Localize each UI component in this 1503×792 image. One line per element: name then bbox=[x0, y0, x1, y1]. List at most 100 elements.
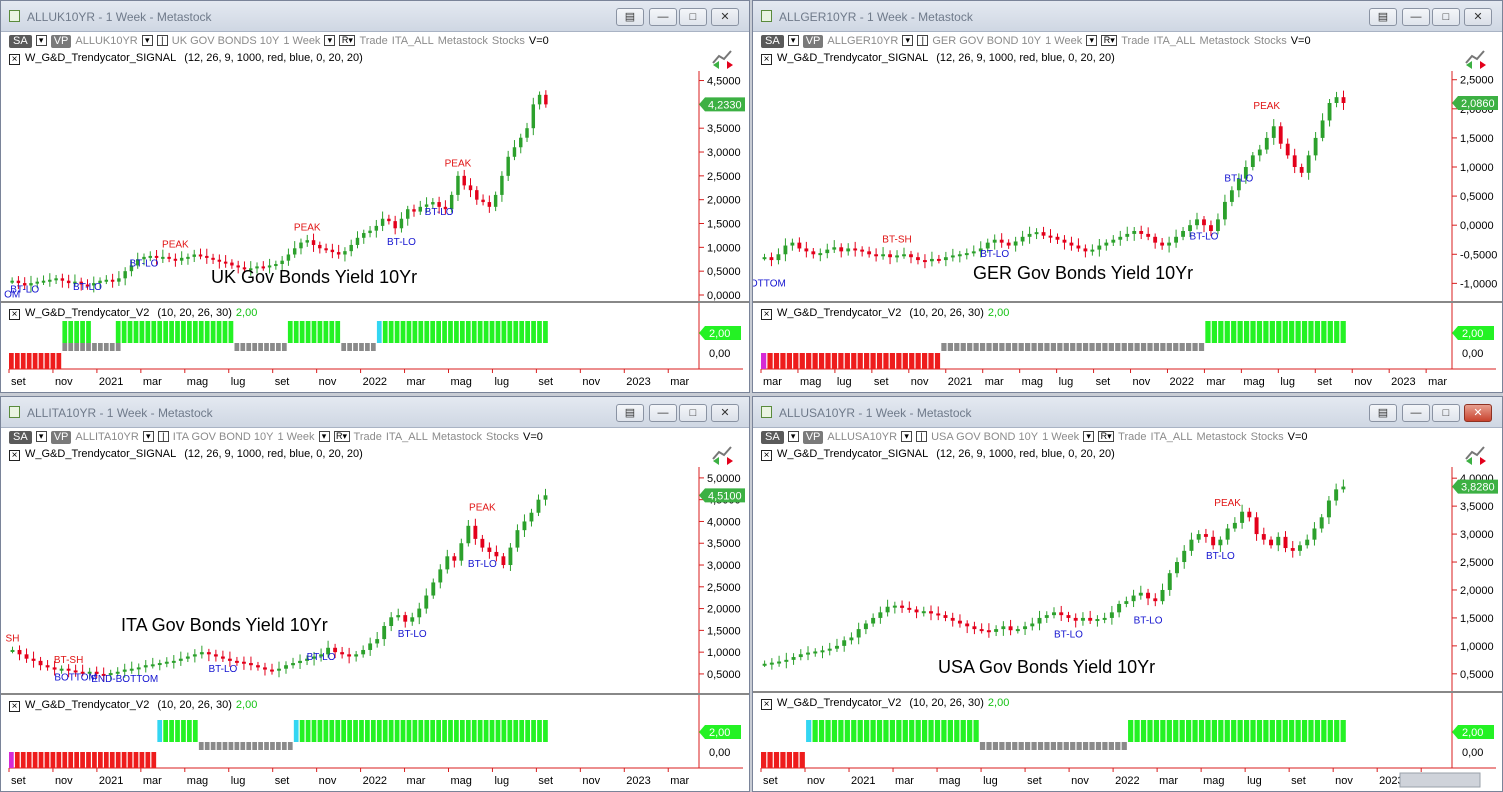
vp-toggle[interactable]: VP bbox=[802, 431, 824, 444]
v2-indicator-line[interactable]: × W_G&D_Trendycator_V2 (10, 20, 26, 30) 2,0… bbox=[9, 699, 257, 712]
maximize-button[interactable]: □ bbox=[1432, 8, 1460, 26]
signal-bar bbox=[1205, 720, 1211, 742]
chart-window-ita[interactable]: ALLITA10YR - 1 Week - Metastock ▤ — □ ✕ SA ▾ VP… bbox=[0, 396, 750, 792]
remove-indicator-icon[interactable]: × bbox=[761, 309, 772, 320]
periodicity-field[interactable]: 1 Week bbox=[1042, 431, 1080, 443]
properties-button[interactable]: ▤ bbox=[1369, 404, 1397, 422]
pane-separator[interactable] bbox=[1, 301, 749, 303]
close-button[interactable]: ✕ bbox=[711, 8, 739, 26]
symbol-dropdown-icon[interactable]: ▾ bbox=[901, 431, 913, 442]
close-button[interactable]: ✕ bbox=[1464, 404, 1492, 422]
signal-bar bbox=[157, 720, 163, 742]
instrument-icon[interactable]: | bbox=[156, 35, 168, 46]
symbol-dropdown-icon[interactable]: ▾ bbox=[902, 35, 914, 46]
vp-toggle[interactable]: VP bbox=[50, 431, 72, 444]
v2-indicator-line[interactable]: × W_G&D_Trendycator_V2 (10, 20, 26, 30) 2,0… bbox=[761, 697, 1009, 710]
candle-body bbox=[1290, 548, 1295, 551]
security-selector[interactable]: SA bbox=[9, 35, 32, 48]
security-selector[interactable]: SA bbox=[9, 431, 32, 444]
close-button[interactable]: ✕ bbox=[711, 404, 739, 422]
pane-separator[interactable] bbox=[753, 691, 1502, 693]
remove-indicator-icon[interactable]: × bbox=[761, 54, 772, 65]
signal-bar bbox=[1063, 343, 1069, 351]
r-selector[interactable]: R▾ bbox=[339, 35, 356, 46]
candle-body bbox=[881, 254, 886, 257]
title-bar[interactable]: ALLGER10YR - 1 Week - Metastock ▤ — □ ✕ bbox=[753, 1, 1502, 32]
pane-separator[interactable] bbox=[1, 693, 749, 695]
title-bar[interactable]: ALLITA10YR - 1 Week - Metastock ▤ — □ ✕ bbox=[1, 397, 749, 428]
candle-body bbox=[1211, 536, 1216, 546]
title-bar[interactable]: ALLUK10YR - 1 Week - Metastock ▤ — □ ✕ bbox=[1, 1, 749, 32]
minimize-button[interactable]: — bbox=[649, 404, 677, 422]
security-selector[interactable]: SA bbox=[761, 431, 784, 444]
properties-button[interactable]: ▤ bbox=[616, 404, 644, 422]
remove-indicator-icon[interactable]: × bbox=[761, 450, 772, 461]
v2-indicator-line[interactable]: × W_G&D_Trendycator_V2 (10, 20, 26, 30) 2,0… bbox=[761, 307, 1009, 320]
price-tick-label: 2,5000 bbox=[1460, 75, 1494, 87]
vp-toggle[interactable]: VP bbox=[802, 35, 824, 48]
horizontal-scrollbar[interactable] bbox=[1399, 772, 1481, 788]
signal-indicator-line[interactable]: × W_G&D_Trendycator_SIGNAL (12, 26, 9, 100… bbox=[761, 448, 1115, 461]
remove-indicator-icon[interactable]: × bbox=[9, 54, 20, 65]
signal-indicator-line[interactable]: × W_G&D_Trendycator_SIGNAL (12, 26, 9, 100… bbox=[9, 52, 363, 65]
r-selector[interactable]: R▾ bbox=[1101, 35, 1118, 46]
periodicity-dropdown-icon[interactable]: ▾ bbox=[1086, 35, 1098, 46]
instrument-icon[interactable]: | bbox=[917, 35, 929, 46]
remove-indicator-icon[interactable]: × bbox=[9, 701, 20, 712]
candle-body bbox=[762, 257, 767, 260]
chart-window-ger[interactable]: ALLGER10YR - 1 Week - Metastock ▤ — □ ✕ SA ▾ VP… bbox=[752, 0, 1503, 393]
chart-window-uk[interactable]: ALLUK10YR - 1 Week - Metastock ▤ — □ ✕ SA ▾ VP A… bbox=[0, 0, 750, 393]
lower-tick-label: 2,00 bbox=[709, 328, 730, 340]
dropdown-icon[interactable]: ▾ bbox=[35, 35, 47, 46]
signal-indicator-line[interactable]: × W_G&D_Trendycator_SIGNAL (12, 26, 9, 100… bbox=[9, 448, 363, 461]
signal-bar bbox=[365, 343, 370, 351]
properties-button[interactable]: ▤ bbox=[616, 8, 644, 26]
signal-indicator-line[interactable]: × W_G&D_Trendycator_SIGNAL (12, 26, 9, 100… bbox=[761, 52, 1115, 65]
signal-indicator-params: (12, 26, 9, 1000, red, blue, 0, 20, 20) bbox=[184, 448, 363, 460]
minimize-button[interactable]: — bbox=[1402, 8, 1430, 26]
properties-button[interactable]: ▤ bbox=[1369, 8, 1397, 26]
periodicity-field[interactable]: 1 Week bbox=[1045, 35, 1083, 47]
dropdown-icon[interactable]: ▾ bbox=[787, 35, 799, 46]
maximize-button[interactable]: □ bbox=[679, 404, 707, 422]
v2-indicator-line[interactable]: × W_G&D_Trendycator_V2 (10, 20, 26, 30) 2,0… bbox=[9, 307, 257, 320]
instrument-icon[interactable]: | bbox=[916, 431, 928, 442]
lower-value-text: 2,00 bbox=[1462, 727, 1483, 739]
maximize-button[interactable]: □ bbox=[1432, 404, 1460, 422]
dropdown-icon[interactable]: ▾ bbox=[787, 431, 799, 442]
maximize-button[interactable]: □ bbox=[679, 8, 707, 26]
symbol-dropdown-icon[interactable]: ▾ bbox=[141, 35, 153, 46]
remove-indicator-icon[interactable]: × bbox=[9, 309, 20, 320]
instrument-icon[interactable]: | bbox=[157, 431, 169, 442]
symbol-field[interactable]: ALLUK10YR bbox=[75, 35, 138, 47]
remove-indicator-icon[interactable]: × bbox=[9, 450, 20, 461]
dropdown-icon[interactable]: ▾ bbox=[35, 431, 47, 442]
close-button[interactable]: ✕ bbox=[1464, 8, 1492, 26]
chart-window-usa[interactable]: ALLUSA10YR - 1 Week - Metastock ▤ — □ ✕ SA ▾ VP… bbox=[752, 396, 1503, 792]
security-selector[interactable]: SA bbox=[761, 35, 784, 48]
periodicity-dropdown-icon[interactable]: ▾ bbox=[324, 35, 336, 46]
r-selector[interactable]: R▾ bbox=[1098, 431, 1115, 442]
minimize-button[interactable]: — bbox=[1402, 404, 1430, 422]
symbol-field[interactable]: ALLUSA10YR bbox=[827, 431, 898, 443]
periodicity-field[interactable]: 1 Week bbox=[283, 35, 321, 47]
periodicity-dropdown-icon[interactable]: ▾ bbox=[1083, 431, 1095, 442]
candles bbox=[10, 488, 548, 682]
remove-indicator-icon[interactable]: × bbox=[761, 699, 772, 710]
price-tick-label: 1,5000 bbox=[1460, 133, 1494, 145]
pane-separator[interactable] bbox=[753, 301, 1502, 303]
periodicity-field[interactable]: 1 Week bbox=[277, 431, 315, 443]
symbol-field[interactable]: ALLITA10YR bbox=[75, 431, 139, 443]
candle-body bbox=[986, 630, 991, 633]
vp-toggle[interactable]: VP bbox=[50, 35, 72, 48]
candle-body bbox=[1305, 539, 1310, 546]
time-tick-label: nov bbox=[55, 775, 73, 787]
candle-body bbox=[1052, 612, 1056, 616]
minimize-button[interactable]: — bbox=[649, 8, 677, 26]
symbol-field[interactable]: ALLGER10YR bbox=[827, 35, 899, 47]
symbol-dropdown-icon[interactable]: ▾ bbox=[142, 431, 154, 442]
r-selector[interactable]: R▾ bbox=[333, 431, 350, 442]
periodicity-dropdown-icon[interactable]: ▾ bbox=[318, 431, 330, 442]
title-bar[interactable]: ALLUSA10YR - 1 Week - Metastock ▤ — □ ✕ bbox=[753, 397, 1502, 428]
candle-body bbox=[410, 617, 415, 622]
